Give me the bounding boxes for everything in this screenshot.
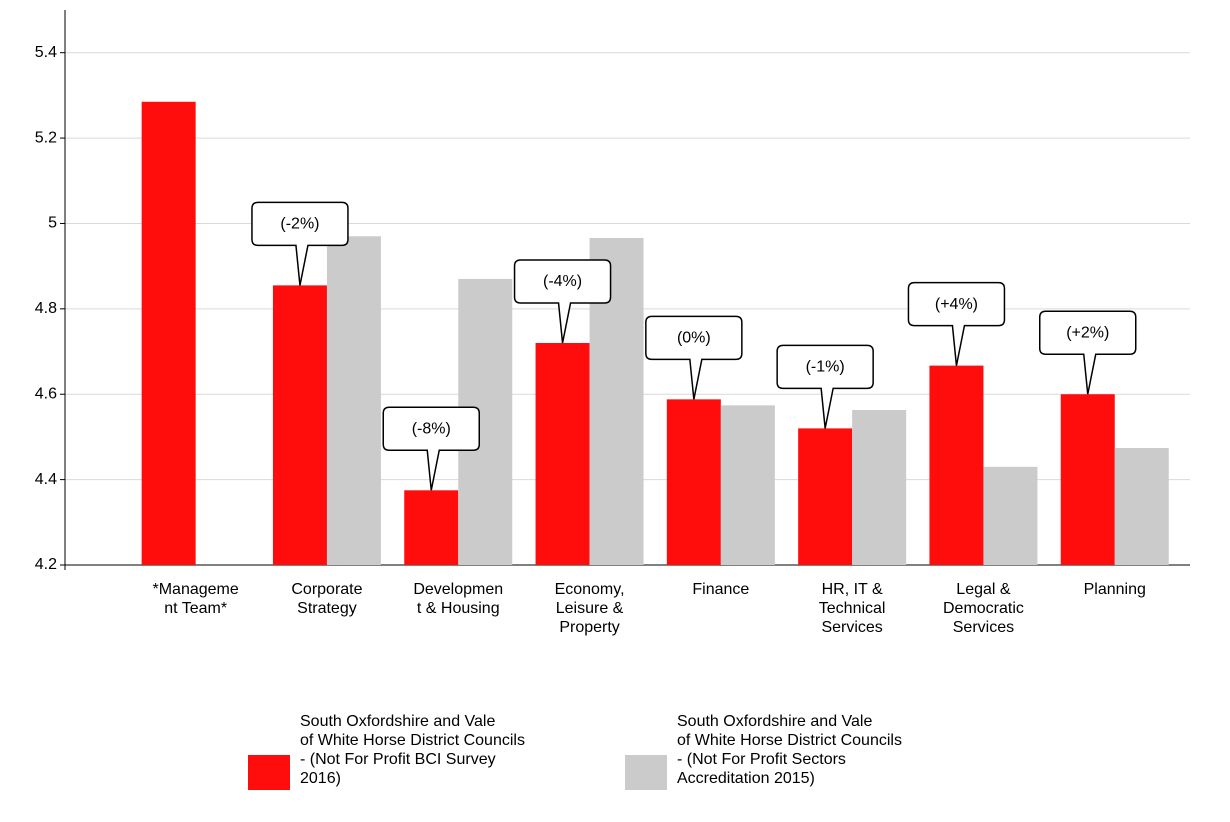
x-tick-label: Finance xyxy=(692,581,750,598)
annotation: (0%) xyxy=(677,330,711,347)
y-tick-label: 4.8 xyxy=(35,300,57,317)
bar xyxy=(141,101,196,566)
x-tick-label: Legal & Democratic Services xyxy=(942,581,1024,636)
legend-label: South Oxfordshire and Vale of White Hors… xyxy=(300,713,525,787)
bar xyxy=(720,405,775,565)
callout xyxy=(776,344,874,429)
callout xyxy=(251,201,349,286)
y-tick-label: 4.2 xyxy=(35,556,57,573)
y-tick-label: 5 xyxy=(48,215,57,232)
annotation: (-1%) xyxy=(806,359,845,376)
x-tick-label: *Manageme nt Team* xyxy=(152,581,239,617)
bar xyxy=(852,410,907,565)
bar xyxy=(666,399,721,565)
bar xyxy=(404,490,459,565)
x-tick-label: Developmen t & Housing xyxy=(413,581,504,617)
bar xyxy=(272,285,327,565)
legend-swatch xyxy=(248,755,290,790)
callout xyxy=(907,281,1006,366)
y-tick-label: 5.4 xyxy=(35,44,57,61)
bar xyxy=(326,236,381,565)
annotation: (-2%) xyxy=(280,216,319,233)
y-tick-label: 4.4 xyxy=(35,471,57,488)
x-tick-label: Economy, Leisure & Property xyxy=(554,581,625,636)
bar xyxy=(535,343,590,565)
x-tick-label: Planning xyxy=(1083,581,1146,598)
callout xyxy=(1039,310,1137,395)
annotation: (+4%) xyxy=(935,296,978,313)
annotation: (-8%) xyxy=(412,421,451,438)
annotation: (+2%) xyxy=(1066,324,1109,341)
x-tick-label: HR, IT & Technical Services xyxy=(818,581,886,636)
bar xyxy=(929,365,984,565)
y-tick-label: 5.2 xyxy=(35,129,57,146)
legend-swatch xyxy=(625,755,667,790)
x-tick-label: Corporate Strategy xyxy=(291,581,363,617)
legend-label: South Oxfordshire and Vale of White Hors… xyxy=(677,713,902,787)
bar xyxy=(983,466,1038,565)
bar xyxy=(798,428,853,565)
bar xyxy=(1114,448,1169,565)
callout xyxy=(513,259,612,344)
callout xyxy=(645,315,743,400)
annotation: (-4%) xyxy=(543,273,582,290)
callout xyxy=(382,406,480,491)
bar xyxy=(1060,394,1115,565)
y-tick-label: 4.6 xyxy=(35,385,57,402)
